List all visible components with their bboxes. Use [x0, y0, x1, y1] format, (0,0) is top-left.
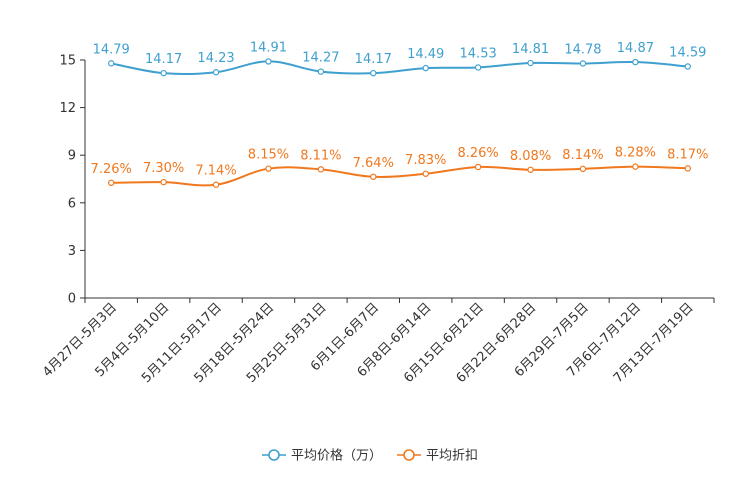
data-point[interactable]	[370, 69, 377, 77]
data-point[interactable]	[160, 69, 167, 77]
chart-axes	[84, 60, 714, 299]
data-label: 14.53	[460, 46, 497, 61]
y-tick-label: 15	[59, 54, 76, 69]
data-label: 14.81	[512, 42, 549, 57]
data-label: 7.26%	[91, 162, 132, 177]
data-label: 7.30%	[143, 161, 184, 176]
data-point[interactable]	[632, 163, 639, 170]
data-labels: 14.79 14.17 14.23 14.91 14.27 14.17 14.49 14.53…	[91, 40, 709, 178]
legend[interactable]: 平均价格（万） 平均折扣	[262, 448, 478, 464]
legend-label: 平均折扣	[426, 449, 478, 464]
data-point[interactable]	[579, 165, 587, 173]
y-axis-ticks: 0 3 6 9 12 15	[59, 54, 85, 307]
data-point[interactable]	[527, 59, 534, 67]
data-point[interactable]	[212, 181, 220, 188]
legend-label: 平均价格（万）	[291, 448, 382, 464]
data-label: 14.17	[355, 52, 392, 67]
data-label: 14.59	[669, 46, 706, 61]
data-label: 8.14%	[562, 148, 603, 163]
data-label: 14.17	[145, 52, 182, 67]
series-line-0	[111, 60, 688, 76]
y-tick-label: 12	[59, 101, 76, 116]
data-point[interactable]	[212, 69, 220, 76]
data-point[interactable]	[370, 173, 377, 180]
data-label: 14.87	[617, 41, 654, 56]
data-label: 8.26%	[457, 146, 498, 161]
data-point[interactable]	[160, 178, 167, 186]
data-label: 14.49	[407, 47, 444, 62]
data-label: 14.23	[197, 51, 234, 66]
legend-item-0[interactable]: 平均价格（万）	[262, 448, 382, 464]
data-point[interactable]	[527, 166, 534, 173]
data-point[interactable]	[684, 63, 691, 70]
data-point[interactable]	[108, 60, 115, 67]
data-point[interactable]	[265, 58, 272, 65]
y-tick-label: 9	[68, 149, 76, 164]
series-line-1	[111, 165, 688, 187]
legend-marker	[403, 449, 415, 461]
data-point[interactable]	[632, 58, 639, 66]
data-label: 8.11%	[300, 148, 341, 163]
data-label: 14.79	[93, 42, 130, 57]
data-label: 8.15%	[248, 148, 289, 163]
data-point[interactable]	[684, 165, 691, 172]
series-points	[108, 58, 691, 188]
data-point[interactable]	[474, 64, 482, 71]
data-label: 8.08%	[510, 149, 551, 164]
y-tick-label: 6	[68, 196, 76, 211]
data-point[interactable]	[108, 179, 115, 187]
data-point[interactable]	[422, 170, 429, 177]
data-label: 8.17%	[667, 147, 708, 162]
data-point[interactable]	[317, 166, 325, 173]
data-point[interactable]	[579, 60, 587, 67]
data-label: 14.27	[302, 51, 339, 66]
data-point[interactable]	[474, 163, 482, 171]
data-label: 7.64%	[353, 156, 394, 171]
series-lines	[111, 60, 688, 187]
legend-marker	[268, 449, 280, 461]
data-point[interactable]	[317, 68, 325, 75]
data-label: 14.78	[564, 42, 601, 57]
y-tick-label: 0	[68, 292, 76, 307]
y-tick-label: 3	[68, 244, 76, 259]
data-label: 7.14%	[195, 164, 236, 179]
data-point[interactable]	[422, 64, 429, 72]
data-label: 14.91	[250, 40, 287, 55]
data-point[interactable]	[265, 165, 272, 172]
data-label: 8.28%	[615, 146, 656, 161]
x-axis-ticks: 4月27日-5月3日5月4日-5月10日5月11日-5月17日5月18日-5月2…	[40, 298, 715, 386]
legend-item-1[interactable]: 平均折扣	[397, 449, 478, 464]
data-label: 7.83%	[405, 153, 446, 168]
